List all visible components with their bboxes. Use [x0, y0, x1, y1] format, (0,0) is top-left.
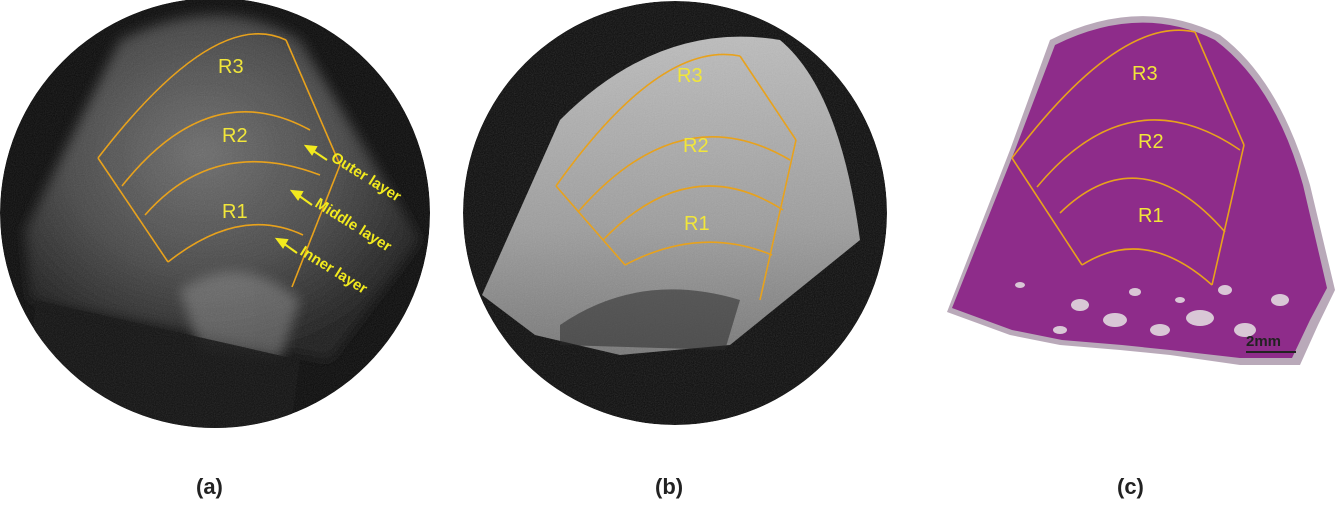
- panel-b-region-outlines: [555, 53, 797, 301]
- panel-c: R3 R2 R1 2mm (c): [947, 16, 1335, 499]
- panel-a-label: (a): [196, 474, 223, 499]
- panel-a-region-r1: R1: [222, 201, 248, 223]
- panel-c-region-r3: R3: [1132, 63, 1158, 85]
- panel-c-region-r1: R1: [1138, 205, 1164, 227]
- panel-c-scale-bar: 2mm: [1246, 333, 1296, 353]
- panel-a-layer-arrows: [274, 144, 328, 254]
- panel-a-image: [0, 0, 430, 428]
- panel-b: R3 R2 R1 (b): [463, 1, 887, 499]
- panel-b-image: [463, 1, 887, 425]
- panel-c-scale-label: 2mm: [1246, 333, 1281, 350]
- panel-c-region-r2: R2: [1138, 131, 1164, 153]
- panel-a-region-r2: R2: [222, 125, 248, 147]
- panel-b-region-r1: R1: [684, 213, 710, 235]
- panel-a-region-r3: R3: [218, 56, 244, 78]
- panel-b-label: (b): [655, 474, 683, 499]
- panel-c-region-outlines: [1011, 29, 1245, 286]
- panel-c-tissue: [952, 22, 1327, 358]
- panel-a: R3 R2 R1 Outer layer Middle layer Inner …: [0, 0, 430, 499]
- panel-c-label: (c): [1117, 474, 1144, 499]
- panel-c-pores: [1015, 282, 1289, 337]
- panel-b-region-r3: R3: [677, 65, 703, 87]
- panel-a-region-outlines: [97, 32, 341, 288]
- panel-b-region-r2: R2: [683, 135, 709, 157]
